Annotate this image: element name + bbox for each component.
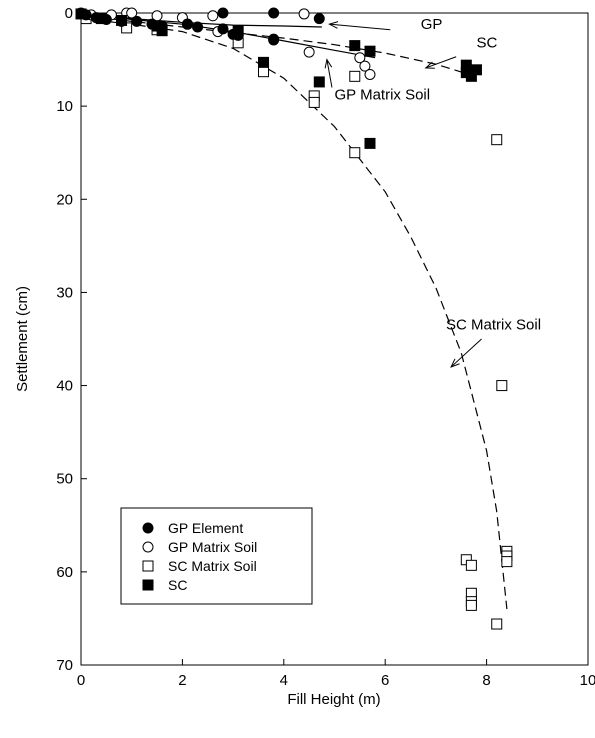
data-point-sc — [258, 56, 270, 68]
data-point-gp-element — [80, 9, 92, 21]
annotation-arrowhead — [328, 21, 339, 29]
data-point-gp-matrix-soil — [126, 7, 138, 19]
data-point-sc-matrix-soil — [308, 96, 320, 108]
data-point-sc-matrix-soil — [465, 599, 477, 611]
x-tick-label: 4 — [280, 672, 288, 689]
annotations: GP SC GP Matrix Soil SC Matrix Soil — [324, 16, 541, 368]
legend: GP Element GP Matrix Soil SC Matrix Soil SC — [120, 507, 313, 605]
legend-marker — [142, 522, 154, 534]
data-point-gp-matrix-soil — [298, 8, 310, 20]
data-points — [75, 7, 513, 630]
data-point-gp-element — [131, 15, 143, 27]
y-tick-label: 60 — [56, 564, 73, 581]
data-point-sc — [364, 45, 376, 57]
legend-label: SC — [168, 577, 187, 593]
y-tick-label: 70 — [56, 657, 73, 674]
legend-label: GP Matrix Soil — [168, 539, 257, 555]
legend-marker — [142, 560, 154, 572]
data-point-gp-element — [192, 21, 204, 33]
annotation-arrow — [326, 59, 333, 88]
annotation-arrowhead — [424, 61, 435, 69]
data-point-gp-element — [181, 18, 193, 30]
data-point-gp-matrix-soil — [207, 10, 219, 22]
data-point-gp-element — [90, 12, 102, 24]
data-point-gp-element — [156, 20, 168, 32]
data-point-sc-matrix-soil — [496, 380, 508, 392]
legend-marker — [142, 541, 154, 553]
annotation-label: SC Matrix Soil — [446, 317, 541, 334]
legend-marker — [142, 579, 154, 591]
data-point-sc-matrix-soil — [349, 147, 361, 159]
x-tick-label: 6 — [381, 672, 389, 689]
legend-label: GP Element — [168, 520, 243, 536]
data-point-gp-matrix-soil — [359, 60, 371, 72]
data-point-sc-matrix-soil — [258, 66, 270, 78]
data-point-gp-element — [313, 13, 325, 25]
data-point-sc-matrix-soil — [501, 556, 513, 568]
y-tick-label: 0 — [65, 5, 73, 22]
legend-label: SC Matrix Soil — [168, 558, 257, 574]
annotation-arrow — [425, 56, 457, 69]
data-point-gp-element — [116, 15, 128, 27]
data-point-sc-matrix-soil — [349, 70, 361, 82]
data-point-gp-element — [217, 23, 229, 35]
x-tick-label: 8 — [482, 672, 490, 689]
y-tick-label: 30 — [56, 284, 73, 301]
annotation-label: SC — [476, 34, 497, 51]
y-tick-label: 10 — [56, 98, 73, 115]
annotation-arrow — [450, 338, 482, 368]
data-point-gp-matrix-soil — [364, 68, 376, 80]
trend-line-sc — [80, 14, 467, 75]
data-point-gp-element — [268, 7, 280, 19]
y-tick-label: 50 — [56, 471, 73, 488]
data-point-sc — [349, 40, 361, 52]
plot-frame — [80, 12, 589, 666]
x-axis-label: Fill Height (m) — [287, 691, 380, 708]
data-point-sc — [313, 76, 325, 88]
data-point-gp-element — [217, 7, 229, 19]
data-point-gp-matrix-soil — [303, 46, 315, 58]
data-point-gp-matrix-soil — [354, 52, 366, 64]
x-tick-label: 0 — [77, 672, 85, 689]
data-point-gp-element — [146, 18, 158, 30]
x-tick-label: 10 — [580, 672, 595, 689]
x-tick-label: 2 — [178, 672, 186, 689]
data-point-sc-matrix-soil — [491, 134, 503, 146]
data-point-gp-element — [232, 29, 244, 41]
data-point-gp-element — [100, 14, 112, 26]
annotation-arrowhead — [324, 58, 333, 69]
data-point-sc-matrix-soil — [465, 559, 477, 571]
annotation-label: GP Matrix Soil — [335, 87, 431, 104]
annotation-arrow — [329, 23, 391, 31]
annotation-arrowhead — [450, 358, 460, 368]
data-point-sc-matrix-soil — [491, 618, 503, 630]
data-point-sc — [470, 64, 482, 76]
data-point-sc — [364, 137, 376, 149]
y-tick-label: 20 — [56, 191, 73, 208]
y-tick-label: 40 — [56, 378, 73, 395]
annotation-label: GP — [421, 16, 443, 33]
trend-line-sc-matrix-soil — [80, 18, 508, 610]
data-point-gp-element — [268, 34, 280, 46]
y-axis-label: Settlement (cm) — [14, 286, 31, 392]
axis-ticks: 0 2 4 6 8 10 0 10 20 30 40 50 60 70 — [56, 5, 595, 689]
